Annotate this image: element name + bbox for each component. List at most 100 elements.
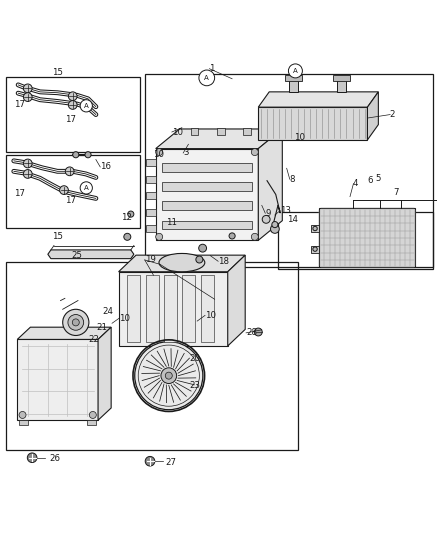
Circle shape [199, 70, 215, 86]
Polygon shape [367, 92, 378, 140]
Bar [127, 275, 141, 343]
Bar [162, 201, 252, 210]
Bar [119, 272, 228, 346]
Text: 2: 2 [389, 110, 395, 119]
Bar [146, 275, 159, 343]
Circle shape [63, 309, 89, 335]
Bar [6, 262, 297, 450]
Bar [278, 212, 433, 269]
Text: 17: 17 [65, 196, 76, 205]
Circle shape [80, 182, 92, 194]
Text: A: A [205, 75, 209, 81]
Text: 28: 28 [246, 328, 257, 337]
Bar [19, 420, 28, 425]
Polygon shape [228, 255, 245, 346]
Text: 24: 24 [102, 306, 113, 316]
Bar [333, 75, 350, 80]
Polygon shape [17, 327, 111, 340]
Bar [146, 192, 155, 199]
Circle shape [68, 92, 77, 101]
Bar [6, 77, 140, 152]
Circle shape [60, 185, 68, 195]
Bar [6, 155, 140, 228]
Circle shape [68, 101, 77, 109]
Circle shape [23, 93, 32, 101]
Text: 4: 4 [352, 179, 358, 188]
Circle shape [135, 342, 203, 410]
Circle shape [165, 372, 172, 379]
Bar [191, 128, 198, 135]
Text: 8: 8 [290, 175, 295, 184]
Circle shape [251, 233, 258, 240]
Text: 17: 17 [14, 189, 25, 198]
Bar [258, 107, 367, 140]
Circle shape [124, 233, 131, 240]
Text: 18: 18 [218, 257, 229, 266]
Text: 14: 14 [287, 215, 298, 224]
Bar [146, 225, 155, 232]
Text: 13: 13 [280, 206, 291, 215]
Text: A: A [84, 185, 88, 191]
Circle shape [199, 244, 207, 252]
Polygon shape [119, 255, 245, 272]
Circle shape [161, 368, 177, 384]
Bar [146, 159, 155, 166]
Bar [311, 225, 319, 232]
Text: 15: 15 [52, 68, 63, 77]
Bar [217, 128, 225, 135]
Circle shape [313, 227, 317, 231]
Circle shape [27, 453, 37, 463]
Circle shape [73, 152, 79, 158]
Circle shape [19, 411, 26, 418]
Ellipse shape [159, 254, 205, 272]
Circle shape [23, 84, 32, 93]
Circle shape [23, 159, 32, 168]
Circle shape [85, 152, 91, 158]
Text: 25: 25 [71, 251, 82, 260]
Bar [201, 275, 214, 343]
Bar [243, 128, 251, 135]
Text: A: A [84, 103, 88, 109]
Text: 23: 23 [189, 381, 200, 390]
Bar [289, 78, 298, 92]
Text: 7: 7 [394, 188, 399, 197]
Text: 10: 10 [153, 150, 165, 159]
Text: 21: 21 [96, 323, 107, 332]
Circle shape [271, 224, 279, 233]
Polygon shape [155, 129, 283, 149]
Bar [311, 246, 319, 253]
Bar [162, 221, 252, 229]
Bar [87, 420, 96, 425]
Circle shape [288, 64, 302, 78]
Circle shape [89, 411, 96, 418]
Bar [162, 182, 252, 191]
Circle shape [196, 256, 203, 263]
Text: 3: 3 [183, 149, 189, 157]
Circle shape [80, 100, 92, 112]
Bar [337, 78, 346, 92]
Bar [182, 275, 195, 343]
Bar [162, 163, 252, 172]
Bar [145, 75, 433, 266]
Circle shape [229, 233, 235, 239]
Text: 6: 6 [367, 176, 373, 185]
Text: 27: 27 [165, 458, 176, 466]
Circle shape [23, 169, 32, 179]
Text: 16: 16 [100, 163, 111, 172]
Text: 1: 1 [209, 64, 215, 73]
Circle shape [254, 328, 262, 336]
Polygon shape [48, 250, 134, 259]
Polygon shape [258, 92, 378, 107]
Bar [17, 340, 98, 420]
Text: 20: 20 [189, 354, 200, 362]
Text: 11: 11 [166, 219, 177, 228]
Circle shape [65, 167, 74, 176]
Text: 17: 17 [65, 115, 76, 124]
Circle shape [155, 149, 162, 156]
Bar [146, 209, 155, 216]
Circle shape [262, 215, 270, 223]
Text: 10: 10 [120, 313, 131, 322]
Text: 10: 10 [205, 311, 216, 320]
Bar [155, 149, 258, 240]
Text: 10: 10 [172, 127, 183, 136]
